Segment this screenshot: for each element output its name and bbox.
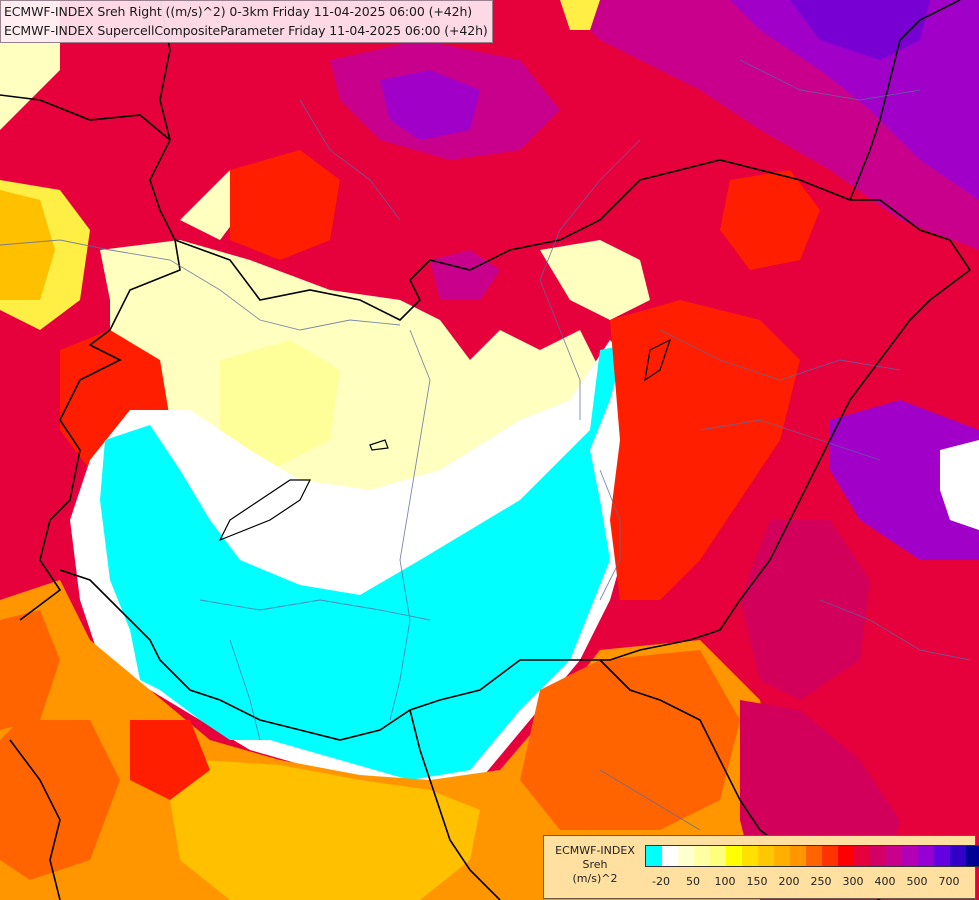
legend-title-line: (m/s)^2: [572, 872, 618, 885]
legend-title-line: ECMWF-INDEX: [555, 844, 635, 857]
legend-swatch: [934, 846, 950, 866]
legend-title-line: Sreh: [582, 858, 608, 871]
legend-swatch: [726, 846, 742, 866]
legend-swatch: [678, 846, 694, 866]
river-lines: [0, 59, 971, 831]
legend-tick-label: 500: [906, 875, 928, 888]
legend-swatch: [886, 846, 902, 866]
legend-swatch: [950, 846, 966, 866]
legend-swatch: [854, 846, 870, 866]
legend-tick-label: 700: [938, 875, 960, 888]
legend-tick-label: 300: [842, 875, 864, 888]
legend-swatch: [694, 846, 710, 866]
legend-swatch: [870, 846, 886, 866]
legend-tick-label: 250: [810, 875, 832, 888]
legend-title: ECMWF-INDEX Sreh (m/s)^2: [546, 844, 644, 886]
legend-tick-label: 400: [874, 875, 896, 888]
legend-swatch: [774, 846, 790, 866]
legend-tick-label: 100: [714, 875, 736, 888]
legend-swatch: [966, 846, 979, 866]
legend-tick-label: 150: [746, 875, 768, 888]
legend-swatch: [806, 846, 822, 866]
title-line-1: ECMWF-INDEX Sreh Right ((m/s)^2) 0-3km F…: [4, 4, 473, 19]
legend-swatch: [918, 846, 934, 866]
legend-swatch: [838, 846, 854, 866]
legend-swatch: [758, 846, 774, 866]
legend-swatch: [902, 846, 918, 866]
legend-swatch: [742, 846, 758, 866]
title-box: ECMWF-INDEX Sreh Right ((m/s)^2) 0-3km F…: [0, 0, 493, 43]
legend-tick-label: 50: [686, 875, 700, 888]
legend-tick-label: 200: [778, 875, 800, 888]
legend-swatches: [645, 845, 979, 867]
legend-swatch: [822, 846, 838, 866]
legend-tick-label: -20: [652, 875, 670, 888]
legend-swatch: [790, 846, 806, 866]
title-line-2: ECMWF-INDEX SupercellCompositeParameter …: [4, 23, 488, 38]
colorbar-legend: ECMWF-INDEX Sreh (m/s)^2 -20 50 100 150 200 2…: [543, 835, 979, 899]
legend-swatch: [662, 846, 678, 866]
legend-swatch: [646, 846, 662, 866]
legend-swatch: [710, 846, 726, 866]
